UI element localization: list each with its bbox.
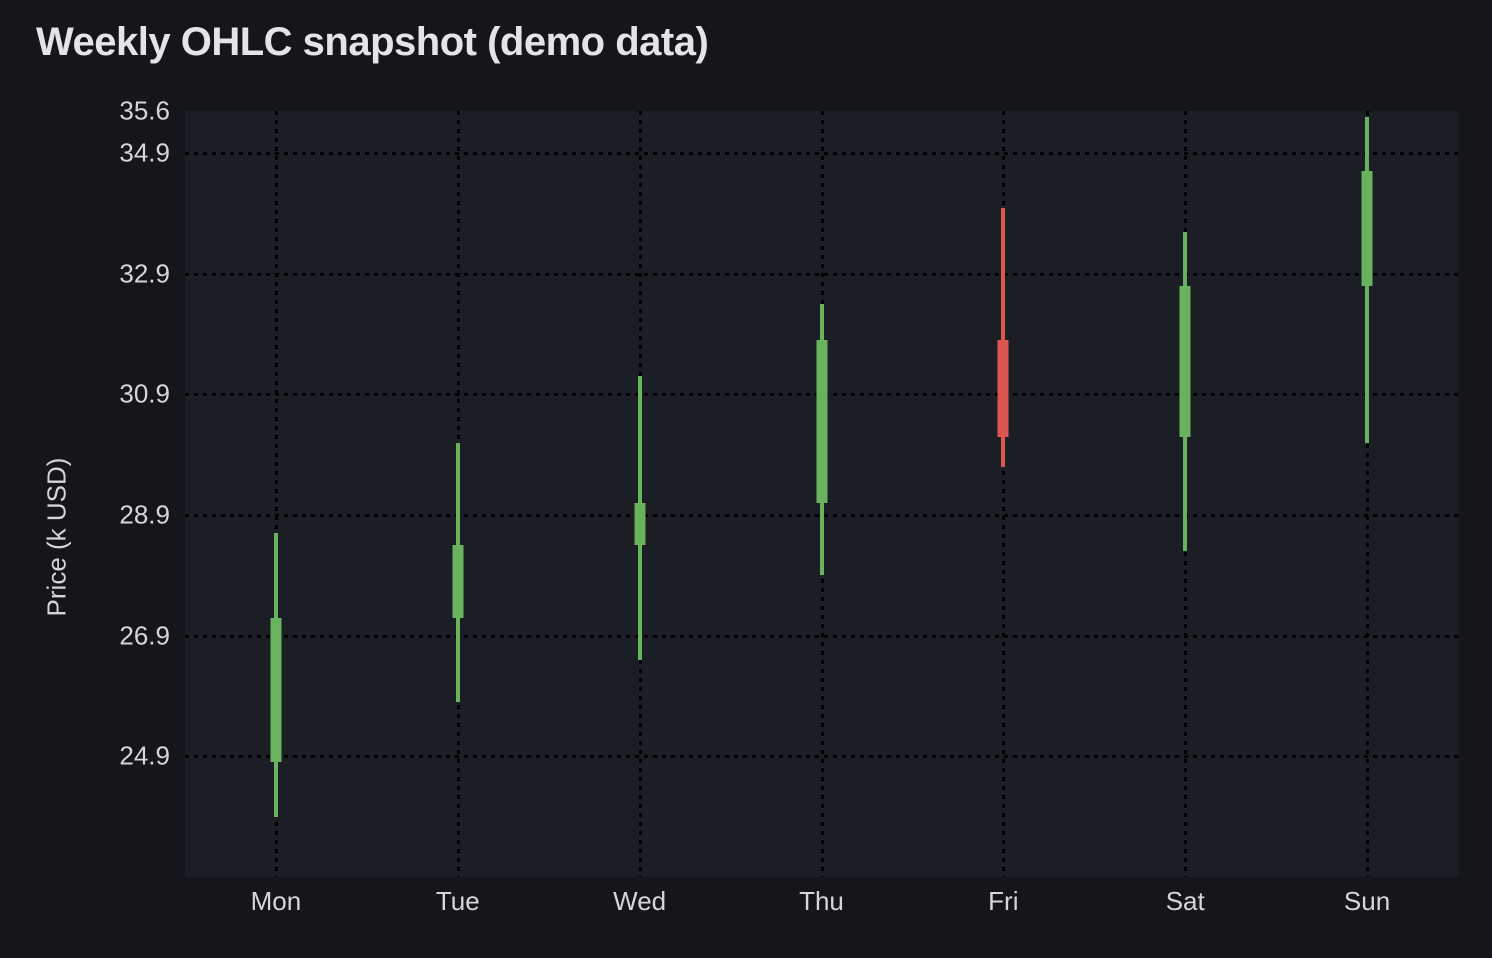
y-tick-label-32.9: 32.9 xyxy=(119,258,170,289)
x-tick-label-tue: Tue xyxy=(435,886,480,916)
y-tick-label-34.9: 34.9 xyxy=(119,137,170,168)
y-tick-label-30.9: 30.9 xyxy=(119,378,170,409)
candle-fri-body xyxy=(997,340,1009,437)
h-gridline-34.9 xyxy=(185,152,1458,156)
v-gridline-mon xyxy=(274,111,278,877)
y-tick-label-24.9: 24.9 xyxy=(119,740,170,771)
chart-title: Weekly OHLC snapshot (demo data) xyxy=(36,20,709,64)
y-tick-label-26.9: 26.9 xyxy=(119,620,170,651)
x-tick-label-thu: Thu xyxy=(799,886,844,916)
candle-fri-wick xyxy=(1001,207,1006,467)
candle-thu-body xyxy=(816,340,827,504)
v-gridline-fri xyxy=(1002,111,1006,877)
x-tick-label-sat: Sat xyxy=(1165,886,1205,916)
candle-mon-body xyxy=(270,617,282,763)
x-tick-label-wed: Wed xyxy=(613,886,667,916)
y-tick-label-28.9: 28.9 xyxy=(119,499,170,530)
y-tick-label-35.6: 35.6 xyxy=(119,95,170,126)
x-tick-label-mon: Mon xyxy=(250,886,302,916)
candle-sun-body xyxy=(1361,171,1373,286)
h-gridline-32.9 xyxy=(185,272,1458,276)
candle-wed-body xyxy=(634,503,646,546)
v-gridline-sun xyxy=(1366,111,1370,877)
h-gridline-24.9 xyxy=(185,755,1458,759)
candle-sat-body xyxy=(1179,285,1191,437)
x-tick-label-fri: Fri xyxy=(988,886,1019,916)
h-gridline-26.9 xyxy=(185,634,1458,638)
y-axis-title: Price (k USD) xyxy=(41,457,72,617)
candle-tue-body xyxy=(452,545,464,618)
x-tick-label-sun: Sun xyxy=(1343,886,1391,916)
